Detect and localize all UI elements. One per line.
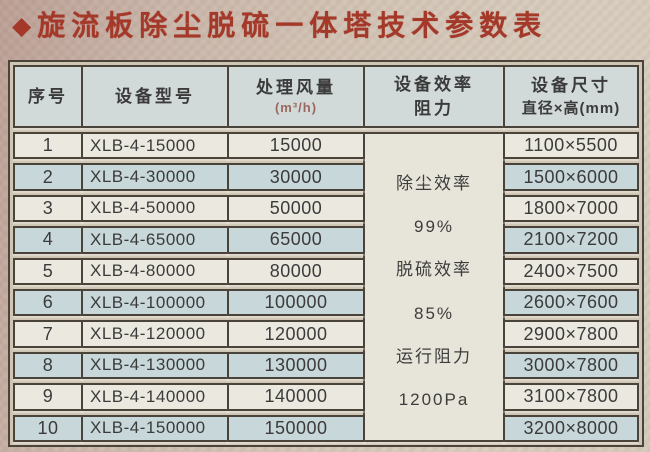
air-volume-cell: 30000 bbox=[227, 163, 365, 191]
serial-cell: 3 bbox=[13, 194, 83, 223]
efficiency-merged-cell: 除尘效率 99% 脱硫效率 85% 运行阻力 1200Pa bbox=[363, 132, 505, 442]
serial-cell: 1 bbox=[13, 132, 83, 160]
dust-removal-efficiency-label: 除尘效率 bbox=[396, 174, 472, 193]
dust-removal-efficiency-value: 99% bbox=[413, 217, 455, 237]
size-cell: 1500×6000 bbox=[503, 163, 639, 191]
model-cell: XLB-4-65000 bbox=[81, 226, 229, 254]
air-volume-cell: 65000 bbox=[227, 226, 365, 254]
air-volume-unit-label: (m³/h) bbox=[274, 100, 318, 116]
operating-resistance-value: 1200Pa bbox=[398, 389, 470, 409]
operating-resistance-label: 运行阻力 bbox=[396, 346, 472, 366]
efficiency-header-line1: 设备效率 bbox=[394, 74, 474, 94]
air-volume-cell: 50000 bbox=[227, 194, 365, 223]
model-cell: XLB-4-130000 bbox=[81, 351, 229, 380]
model-cell: XLB-4-140000 bbox=[81, 383, 229, 411]
size-cell: 3000×7800 bbox=[503, 351, 639, 380]
serial-cell: 7 bbox=[13, 320, 83, 348]
efficiency-header-line2: 阻力 bbox=[414, 98, 454, 118]
serial-cell: 5 bbox=[13, 257, 83, 285]
size-cell: 2400×7500 bbox=[503, 257, 639, 285]
model-cell: XLB-4-30000 bbox=[81, 163, 229, 191]
air-volume-header-label: 处理风量 bbox=[256, 77, 336, 97]
model-cell: XLB-4-100000 bbox=[81, 288, 229, 317]
size-cell: 1100×5500 bbox=[503, 132, 639, 160]
size-cell: 2600×7600 bbox=[503, 288, 639, 317]
serial-cell: 10 bbox=[13, 414, 83, 442]
col-header-air-volume: 处理风量 (m³/h) bbox=[227, 65, 365, 128]
col-header-size: 设备尺寸 直径×高(mm) bbox=[503, 65, 639, 128]
air-volume-cell: 130000 bbox=[227, 351, 365, 380]
air-volume-cell: 150000 bbox=[227, 414, 365, 442]
page-title-row: ◆ 旋流板除尘脱硫一体塔技术参数表 bbox=[12, 10, 548, 42]
air-volume-cell: 15000 bbox=[227, 132, 365, 160]
air-volume-cell: 100000 bbox=[227, 288, 365, 317]
serial-cell: 9 bbox=[13, 383, 83, 411]
serial-cell: 6 bbox=[13, 288, 83, 317]
size-header-line1: 设备尺寸 bbox=[531, 76, 611, 96]
spec-table: 序号 设备型号 处理风量 (m³/h) 设备效率 阻力 设备尺寸 直径×高(mm… bbox=[8, 60, 644, 447]
model-cell: XLB-4-15000 bbox=[81, 132, 229, 160]
size-header-line2: 直径×高(mm) bbox=[521, 99, 621, 117]
desulfurization-efficiency-value: 85% bbox=[413, 303, 455, 323]
serial-cell: 2 bbox=[13, 163, 83, 191]
desulfurization-efficiency-label: 脱硫效率 bbox=[396, 260, 472, 280]
spec-table-grid: 序号 设备型号 处理风量 (m³/h) 设备效率 阻力 设备尺寸 直径×高(mm… bbox=[13, 65, 639, 442]
size-cell: 1800×7000 bbox=[503, 194, 639, 223]
diamond-bullet-icon: ◆ bbox=[12, 11, 32, 40]
page-title: 旋流板除尘脱硫一体塔技术参数表 bbox=[37, 10, 548, 41]
size-cell: 2900×7800 bbox=[503, 320, 639, 348]
air-volume-cell: 120000 bbox=[227, 320, 365, 348]
col-header-model: 设备型号 bbox=[81, 65, 229, 128]
air-volume-cell: 80000 bbox=[227, 257, 365, 285]
model-cell: XLB-4-120000 bbox=[81, 320, 229, 348]
serial-cell: 4 bbox=[13, 226, 83, 254]
col-header-efficiency: 设备效率 阻力 bbox=[363, 65, 505, 128]
size-cell: 3200×8000 bbox=[503, 414, 639, 442]
col-header-serial: 序号 bbox=[13, 65, 83, 128]
model-cell: XLB-4-80000 bbox=[81, 257, 229, 285]
size-cell: 2100×7200 bbox=[503, 226, 639, 254]
size-cell: 3100×7800 bbox=[503, 383, 639, 411]
model-cell: XLB-4-50000 bbox=[81, 194, 229, 223]
serial-cell: 8 bbox=[13, 351, 83, 380]
model-cell: XLB-4-150000 bbox=[81, 414, 229, 442]
air-volume-cell: 140000 bbox=[227, 383, 365, 411]
